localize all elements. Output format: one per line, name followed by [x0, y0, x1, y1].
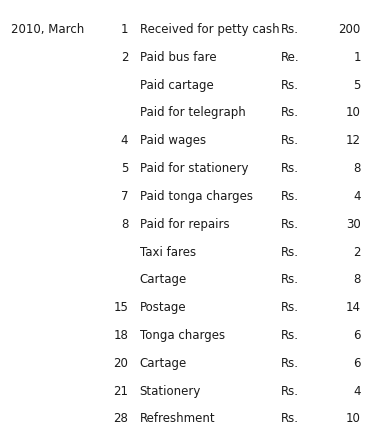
Text: Rs.: Rs.	[281, 23, 299, 36]
Text: Taxi fares: Taxi fares	[140, 246, 196, 258]
Text: 10: 10	[346, 107, 361, 119]
Text: Cartage: Cartage	[140, 274, 187, 286]
Text: Rs.: Rs.	[281, 246, 299, 258]
Text: Rs.: Rs.	[281, 190, 299, 203]
Text: 10: 10	[346, 412, 361, 425]
Text: 21: 21	[113, 385, 128, 398]
Text: 5: 5	[353, 79, 361, 91]
Text: 2: 2	[121, 51, 128, 64]
Text: Stationery: Stationery	[140, 385, 201, 398]
Text: Postage: Postage	[140, 301, 186, 314]
Text: 8: 8	[353, 274, 361, 286]
Text: Paid for repairs: Paid for repairs	[140, 218, 229, 231]
Text: Paid cartage: Paid cartage	[140, 79, 213, 91]
Text: 2: 2	[353, 246, 361, 258]
Text: Rs.: Rs.	[281, 274, 299, 286]
Text: Rs.: Rs.	[281, 134, 299, 147]
Text: 28: 28	[113, 412, 128, 425]
Text: Refreshment: Refreshment	[140, 412, 215, 425]
Text: Cartage: Cartage	[140, 357, 187, 370]
Text: 6: 6	[353, 329, 361, 342]
Text: Rs.: Rs.	[281, 301, 299, 314]
Text: Paid bus fare: Paid bus fare	[140, 51, 216, 64]
Text: 4: 4	[121, 134, 128, 147]
Text: 15: 15	[113, 301, 128, 314]
Text: 1: 1	[353, 51, 361, 64]
Text: Paid for stationery: Paid for stationery	[140, 162, 248, 175]
Text: 8: 8	[121, 218, 128, 231]
Text: Paid tonga charges: Paid tonga charges	[140, 190, 253, 203]
Text: Received for petty cash: Received for petty cash	[140, 23, 279, 36]
Text: 2010, March: 2010, March	[11, 23, 84, 36]
Text: Rs.: Rs.	[281, 412, 299, 425]
Text: Rs.: Rs.	[281, 79, 299, 91]
Text: Rs.: Rs.	[281, 357, 299, 370]
Text: 6: 6	[353, 357, 361, 370]
Text: 12: 12	[346, 134, 361, 147]
Text: Rs.: Rs.	[281, 162, 299, 175]
Text: Paid wages: Paid wages	[140, 134, 206, 147]
Text: 4: 4	[353, 385, 361, 398]
Text: 30: 30	[346, 218, 361, 231]
Text: Rs.: Rs.	[281, 107, 299, 119]
Text: 8: 8	[353, 162, 361, 175]
Text: 200: 200	[339, 23, 361, 36]
Text: Rs.: Rs.	[281, 385, 299, 398]
Text: 14: 14	[346, 301, 361, 314]
Text: 20: 20	[113, 357, 128, 370]
Text: 5: 5	[121, 162, 128, 175]
Text: Tonga charges: Tonga charges	[140, 329, 225, 342]
Text: 1: 1	[121, 23, 128, 36]
Text: Paid for telegraph: Paid for telegraph	[140, 107, 245, 119]
Text: 4: 4	[353, 190, 361, 203]
Text: Rs.: Rs.	[281, 218, 299, 231]
Text: 7: 7	[121, 190, 128, 203]
Text: 18: 18	[113, 329, 128, 342]
Text: Rs.: Rs.	[281, 329, 299, 342]
Text: Re.: Re.	[281, 51, 299, 64]
